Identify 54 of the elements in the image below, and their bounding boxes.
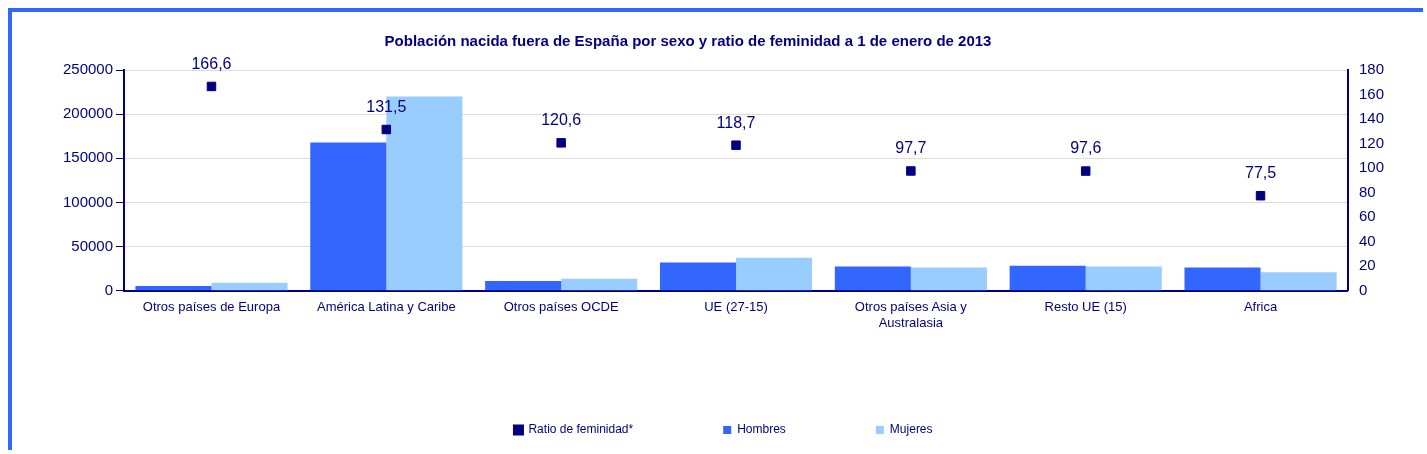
bar [1260, 272, 1337, 291]
bar [561, 278, 638, 291]
legend-label: Ratio de feminidad* [528, 422, 634, 437]
x-tick-label: Otros países Asia y Australasia [854, 299, 968, 330]
bar [910, 267, 987, 291]
x-tick-label: UE (27-15) [704, 299, 768, 315]
y2-tick-label: 20 [1358, 256, 1376, 274]
data-label: 118,7 [716, 113, 756, 131]
bar [834, 266, 911, 291]
data-label: 166,6 [191, 54, 232, 72]
bar [1184, 267, 1261, 291]
point [731, 140, 741, 150]
bar [485, 281, 562, 291]
point [1080, 166, 1091, 176]
y-tick-label: 0 [104, 280, 114, 298]
bar [736, 257, 813, 291]
x-tick-label: América Latina y Caribe [316, 299, 456, 315]
x-tick-label: Resto UE (15) [1044, 299, 1127, 315]
x-tick-label: Africa [1243, 299, 1278, 315]
y2-tick-label: 160 [1358, 84, 1384, 102]
y-tick-label: 50000 [71, 236, 114, 254]
chart-title: Población nacida fuera de España por sexo y ratio de feminidad a 1 de enero de 2013 [383, 32, 993, 49]
y2-tick-label: 140 [1358, 109, 1384, 127]
y2-tick-label: 80 [1358, 182, 1376, 200]
bar [659, 262, 737, 291]
bar [135, 285, 212, 291]
y2-tick-label: 120 [1358, 133, 1384, 151]
legend-label: Hombres [737, 422, 786, 437]
y2-tick-label: 40 [1358, 231, 1376, 249]
y2-tick-label: 180 [1358, 60, 1384, 78]
bar [1085, 266, 1162, 291]
data-label: 77,5 [1244, 164, 1277, 182]
y-tick-label: 200000 [62, 104, 114, 122]
y-tick-label: 100000 [62, 192, 114, 210]
data-label: 120,6 [541, 111, 582, 129]
point [556, 138, 566, 148]
y-tick-label: 250000 [62, 60, 114, 78]
bar [1009, 265, 1086, 291]
x-tick-label: Otros países de Europa [142, 299, 281, 315]
point [1255, 190, 1266, 201]
y-tick-label: 150000 [62, 148, 114, 166]
data-label: 97,6 [1070, 139, 1102, 157]
bar [310, 142, 387, 291]
point [206, 81, 217, 92]
y2-tick-label: 0 [1358, 280, 1368, 298]
y2-tick-label: 100 [1358, 158, 1384, 176]
x-tick-label: Otros países OCDE [503, 299, 619, 315]
y2-tick-label: 60 [1358, 207, 1376, 225]
data-label: 97,7 [895, 139, 927, 157]
point [906, 166, 916, 176]
data-label: 131,5 [366, 97, 407, 115]
legend-label: Mujeres [889, 422, 933, 437]
bar [211, 282, 288, 291]
point [381, 124, 392, 135]
